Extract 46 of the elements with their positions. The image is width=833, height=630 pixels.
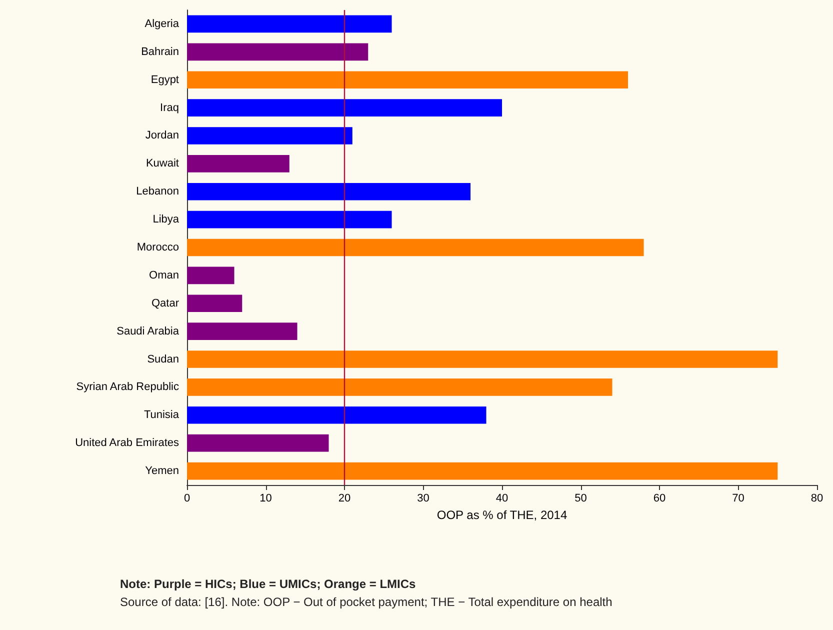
y-tick-label: United Arab Emirates [75, 437, 180, 450]
y-tick-label: Kuwait [146, 158, 179, 170]
y-tick-label: Libya [152, 214, 180, 226]
bar [187, 350, 778, 368]
bar [187, 99, 502, 116]
bar [187, 182, 470, 200]
x-axis-title: OOP as % of THE, 2014 [436, 508, 568, 522]
x-tick-label: 70 [732, 492, 744, 504]
x-tick-label: 40 [496, 492, 508, 504]
x-tick-label: 20 [338, 492, 351, 504]
y-tick-label: Sudan [147, 353, 179, 366]
bar [187, 406, 486, 424]
source-note: Source of data: [16]. Note: OOP − Out of pocket payment; THE − Total expenditure on health [120, 594, 612, 611]
y-tick-label: Egypt [150, 74, 179, 86]
y-tick-label: Yemen [145, 465, 179, 478]
bar [187, 43, 368, 61]
bar [187, 378, 612, 396]
x-tick-label: 0 [184, 492, 190, 504]
bar [187, 127, 352, 144]
y-tick-label: Syrian Arab Republic [76, 381, 180, 394]
y-tick-label: Saudi Arabia [116, 325, 180, 338]
bar [187, 15, 392, 33]
y-tick-label: Qatar [151, 297, 180, 310]
y-tick-label: Tunisia [144, 409, 180, 422]
bar [187, 210, 392, 228]
y-tick-label: Oman [149, 269, 179, 282]
y-tick-label: Bahrain [141, 46, 179, 58]
bar [187, 266, 234, 284]
x-tick-label: 80 [810, 492, 824, 504]
y-tick-label: Algeria [144, 18, 180, 30]
x-tick-label: 30 [417, 492, 430, 504]
y-tick-label: Jordan [145, 130, 179, 142]
bar [187, 294, 242, 312]
bar [187, 462, 778, 480]
bar [187, 155, 290, 172]
y-tick-label: Morocco [136, 242, 179, 254]
y-tick-label: Lebanon [136, 186, 179, 198]
text: Note: Purple = HICs; Blue = UMICs; Orange = LMICs [120, 576, 417, 593]
x-tick-label: 10 [260, 492, 272, 504]
bar [187, 434, 329, 452]
bar [187, 71, 628, 89]
bar [187, 238, 644, 256]
x-tick-label: 50 [574, 492, 587, 504]
y-tick-label: Iraq [160, 102, 179, 114]
x-tick-label: 60 [653, 492, 666, 504]
bar [187, 322, 298, 340]
